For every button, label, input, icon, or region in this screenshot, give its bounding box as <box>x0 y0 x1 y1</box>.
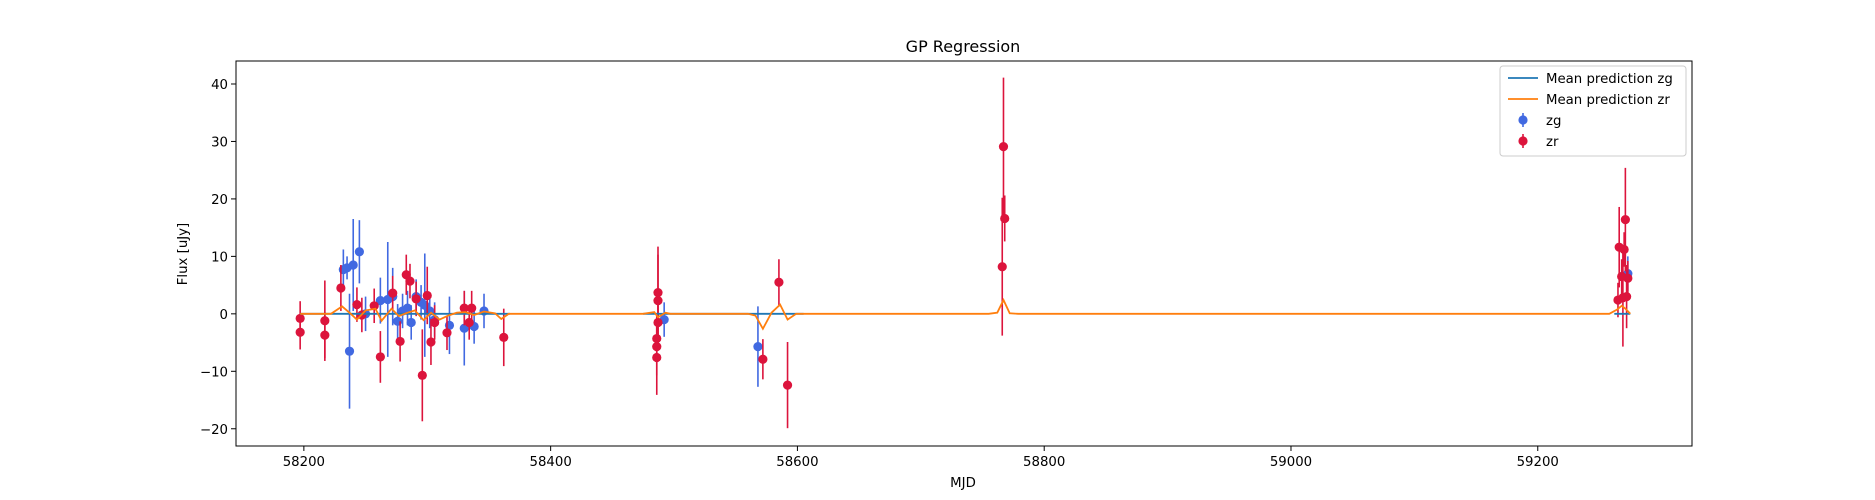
x-tick-label: 59200 <box>1517 455 1559 470</box>
legend-zr-swatch <box>1518 136 1528 146</box>
zr-point <box>320 330 330 340</box>
legend-mean-prediction-zr-label: Mean prediction zr <box>1546 93 1670 108</box>
zr-point <box>499 332 509 342</box>
zr-point <box>369 301 379 311</box>
zr-point <box>782 380 793 390</box>
zr-point <box>1623 273 1633 283</box>
plot-frame <box>235 60 1693 447</box>
zr-point <box>1619 244 1629 255</box>
zr-point <box>459 303 469 313</box>
y-tick-label: −20 <box>200 423 228 438</box>
legend-zg-label: zg <box>1546 114 1561 129</box>
zg-point <box>753 341 763 352</box>
zr-point <box>653 317 663 328</box>
zr-point <box>653 287 663 298</box>
y-tick-label: 0 <box>220 308 228 323</box>
chart-title: GP Regression <box>906 37 1021 56</box>
zg-point <box>406 317 416 328</box>
x-tick-label: 58200 <box>283 455 325 470</box>
zr-point <box>774 277 784 287</box>
zr-point <box>652 333 662 344</box>
x-tick-label: 58800 <box>1023 455 1065 470</box>
x-tick-label: 58400 <box>529 455 571 470</box>
zr-point <box>405 276 415 286</box>
zg-point <box>375 296 385 306</box>
legend-box <box>1499 65 1687 157</box>
mean-prediction-zr-line <box>300 297 1631 331</box>
zr-point <box>352 300 362 310</box>
zr-point <box>997 262 1007 272</box>
zr-point <box>1000 213 1010 224</box>
zr-point <box>336 283 346 293</box>
legend-zg-swatch <box>1518 115 1528 125</box>
zr-point <box>430 317 440 328</box>
zr-point <box>426 337 436 347</box>
zr-point <box>442 328 452 338</box>
zr-point <box>411 294 421 304</box>
zr-point <box>1622 291 1632 302</box>
x-tick-label: 59000 <box>1270 455 1312 470</box>
zg-point <box>348 260 358 270</box>
zr-point <box>395 336 405 347</box>
y-tick-label: 40 <box>211 78 228 93</box>
zr-point <box>467 303 477 313</box>
data-layer <box>295 77 1633 429</box>
zr-point <box>422 290 432 301</box>
y-tick-label: −10 <box>200 365 228 380</box>
zg-point <box>344 346 355 356</box>
zr-point <box>388 288 398 298</box>
plot-area: 58200 58400 58600 58800 59000 59200 −20 −10 0 10 2… <box>200 60 1693 470</box>
x-tick-label: 58600 <box>776 455 818 470</box>
y-tick-label: 30 <box>211 135 228 150</box>
legend-mean-prediction-zg-label: Mean prediction zg <box>1546 72 1673 87</box>
zr-point <box>375 352 385 362</box>
legend-zr-label: zr <box>1546 135 1559 150</box>
zr-point <box>998 142 1009 152</box>
zr-point <box>417 370 427 380</box>
y-axis-title: Flux [uJy] <box>176 223 191 285</box>
zr-point <box>295 327 305 337</box>
x-axis-title: MJD <box>950 476 976 491</box>
y-tick-label: 10 <box>211 250 228 265</box>
zg-point <box>402 303 413 313</box>
legend: Mean prediction zg Mean prediction zr zg zr <box>1499 65 1687 157</box>
zr-point <box>758 354 768 364</box>
zr-point <box>1620 214 1630 225</box>
zg-point <box>354 247 364 257</box>
y-tick-label: 20 <box>211 193 228 208</box>
